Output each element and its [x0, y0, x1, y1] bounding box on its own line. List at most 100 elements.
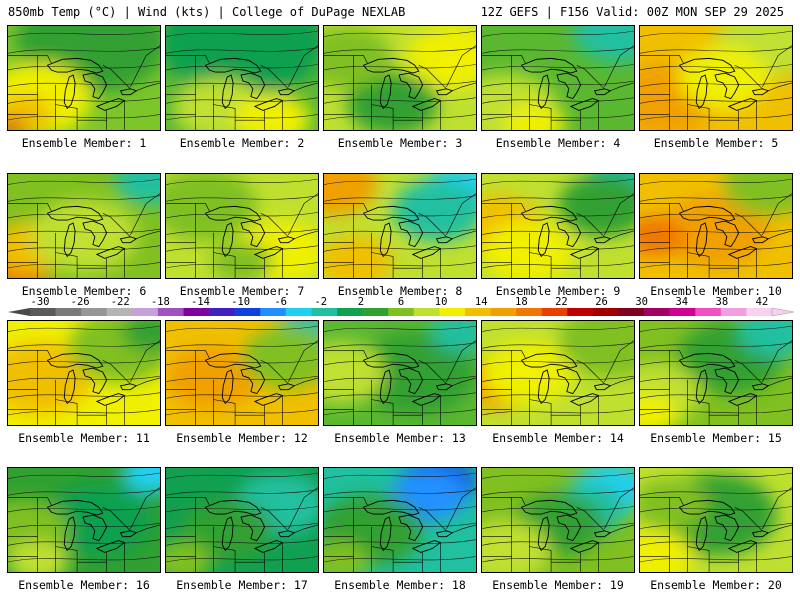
colorbar-swatch: [209, 308, 235, 316]
height-contour: [324, 178, 476, 186]
colorbar-tick-labels: -30 -26 -22 -18 -14 -10 -6 -2 2 6 10 14 18 22 26 30 34 38…: [8, 296, 794, 308]
colorbar-tick-label: 10: [434, 296, 448, 308]
ensemble-member-map: [165, 320, 319, 426]
temperature-field: [482, 468, 634, 572]
temperature-region: [407, 26, 476, 89]
height-contour: [482, 522, 634, 530]
height-contour: [166, 539, 318, 546]
temperature-field: [324, 468, 476, 572]
height-contour: [324, 63, 476, 71]
colorbar-swatch: [669, 308, 696, 316]
height-contour: [8, 472, 160, 480]
height-contour: [482, 539, 634, 546]
height-contour: [640, 80, 792, 88]
ensemble-member-label: Ensemble Member: 15: [650, 431, 782, 445]
colorbar-swatch: [644, 308, 670, 316]
temperature-field: [324, 26, 476, 130]
great-lakes-outline: [46, 57, 138, 111]
ensemble-member-label: Ensemble Member: 14: [492, 431, 624, 445]
ensemble-member-map: [7, 25, 161, 131]
height-contour: [482, 472, 634, 480]
colorbar-tick-label: 22: [555, 296, 568, 308]
height-contour: [640, 30, 792, 38]
great-lakes-outline: [46, 499, 138, 553]
colorbar-swatch: [106, 308, 133, 316]
height-contour: [324, 245, 476, 252]
height-contour: [166, 47, 318, 54]
height-contour: [640, 392, 792, 399]
colorbar-swatch: [618, 308, 645, 316]
ensemble-member-label: Ensemble Member: 1: [21, 136, 147, 150]
height-contour: [8, 409, 160, 416]
ensemble-member-label: Ensemble Member: 5: [653, 136, 779, 150]
height-contour: [166, 97, 318, 104]
colorbar-tick-label: -18: [150, 296, 170, 308]
ensemble-member-label: Ensemble Member: 13: [334, 431, 466, 445]
height-contour: [166, 522, 318, 530]
great-lakes-outline: [204, 57, 296, 111]
height-contour: [166, 375, 318, 383]
height-contour: [640, 228, 792, 236]
temperature-region: [482, 520, 551, 572]
temperature-field: [166, 174, 318, 278]
great-lakes-outline: [362, 205, 454, 259]
height-contour: [640, 409, 792, 416]
ensemble-member-map: [639, 25, 793, 131]
colorbar-tick-label: 18: [515, 296, 528, 308]
great-lakes-outline: [46, 205, 138, 259]
height-contour: [640, 358, 792, 366]
colorbar-tick-label: -6: [274, 296, 287, 308]
temperature-field: [640, 468, 792, 572]
great-lakes-outline: [678, 57, 770, 111]
temperature-region: [346, 72, 438, 130]
colorbar-tick-label: 42: [755, 296, 769, 308]
height-contour: [482, 30, 634, 38]
height-contour: [324, 556, 476, 563]
ensemble-member-map: [7, 467, 161, 573]
temperature-field: [8, 26, 160, 130]
ensemble-member-label: Ensemble Member: 6: [21, 284, 147, 298]
model-valid-time: 12Z GEFS | F156 Valid: 00Z MON SEP 29 20…: [480, 5, 784, 19]
colorbar-swatch: [183, 308, 210, 316]
great-lakes-outline: [678, 352, 770, 406]
height-contour: [482, 392, 634, 399]
height-contour: [482, 262, 634, 269]
ensemble-member-label: Ensemble Member: 16: [18, 578, 150, 592]
height-contour: [8, 211, 160, 219]
map-title: 850mb Temp (°C) | Wind (kts) | College o…: [8, 5, 406, 19]
temperature-field: [640, 321, 792, 425]
height-contour: [482, 489, 634, 496]
height-contour: [8, 97, 160, 104]
ensemble-member-label: Ensemble Member: 10: [650, 284, 782, 298]
ensemble-member-label: Ensemble Member: 19: [492, 578, 624, 592]
ensemble-member-map: [165, 25, 319, 131]
height-contour: [324, 375, 476, 383]
colorbar-swatch: [464, 308, 491, 316]
temperature-field: [640, 174, 792, 278]
height-contour: [482, 325, 634, 333]
height-contour: [324, 522, 476, 530]
height-contour: [8, 539, 160, 546]
colorbar-swatch: [30, 308, 56, 316]
great-lakes-outline: [204, 499, 296, 553]
height-contour: [324, 358, 476, 366]
temperature-region: [166, 174, 258, 242]
colorbar-strip: [8, 307, 794, 317]
height-contour: [324, 262, 476, 269]
height-contour: [482, 80, 634, 88]
colorbar-tick-label: -22: [110, 296, 130, 308]
height-contour: [8, 505, 160, 513]
colorbar-tick-label: -30: [30, 296, 50, 308]
ensemble-member-label: Ensemble Member: 4: [495, 136, 621, 150]
height-contour: [8, 358, 160, 366]
colorbar-swatch: [260, 308, 287, 316]
temperature-field: [482, 174, 634, 278]
ensemble-member-label: Ensemble Member: 3: [337, 136, 463, 150]
height-contour: [166, 392, 318, 399]
height-contour: [8, 30, 160, 38]
ensemble-member-map: [165, 467, 319, 573]
ensemble-member-map: [7, 173, 161, 279]
height-contour: [166, 342, 318, 349]
height-contour: [640, 178, 792, 186]
colorbar-swatch: [55, 308, 82, 316]
